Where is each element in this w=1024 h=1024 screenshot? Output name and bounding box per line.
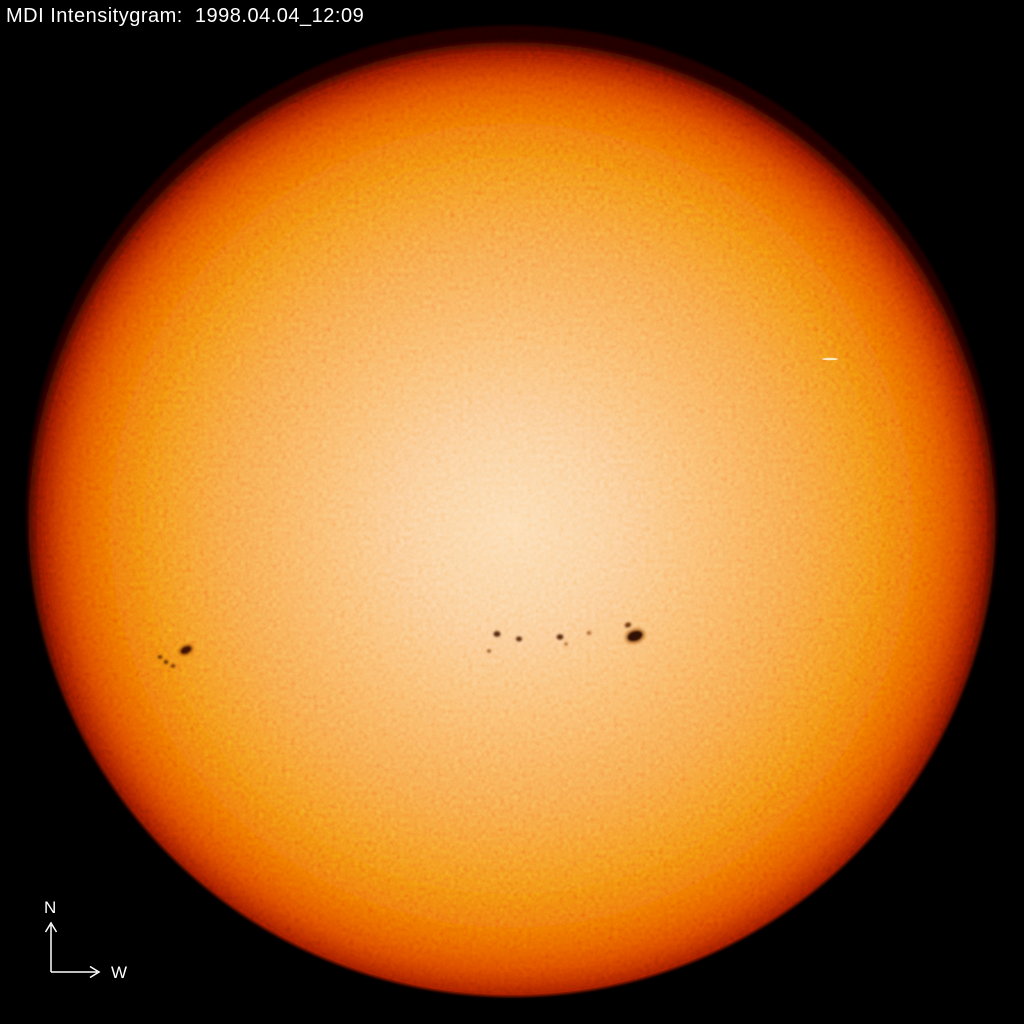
granulation-texture	[28, 27, 996, 995]
sunspot	[516, 636, 522, 642]
compass	[44, 921, 101, 979]
image-artifact	[822, 357, 838, 361]
sunspot	[163, 660, 169, 664]
west-label: W	[111, 963, 127, 982]
sunspot	[586, 631, 592, 635]
sunspot	[180, 645, 192, 655]
image-artifact	[881, 239, 895, 255]
sunspot	[487, 649, 491, 653]
sunspot	[627, 630, 643, 642]
sunspot	[170, 664, 176, 668]
sunspot	[564, 642, 568, 646]
image-artifact	[892, 251, 902, 265]
image-title: MDI Intensitygram: 1998.04.04_12:09	[6, 5, 365, 27]
artifact-layer	[822, 239, 902, 361]
sunspot-layer	[157, 622, 646, 668]
west-arrowhead-icon	[89, 965, 101, 979]
sunspot	[493, 631, 501, 637]
sunspot	[624, 622, 632, 628]
sunspot	[157, 655, 163, 659]
sunspot	[556, 634, 564, 640]
north-arrowhead-icon	[44, 921, 58, 933]
north-label: N	[44, 898, 56, 917]
